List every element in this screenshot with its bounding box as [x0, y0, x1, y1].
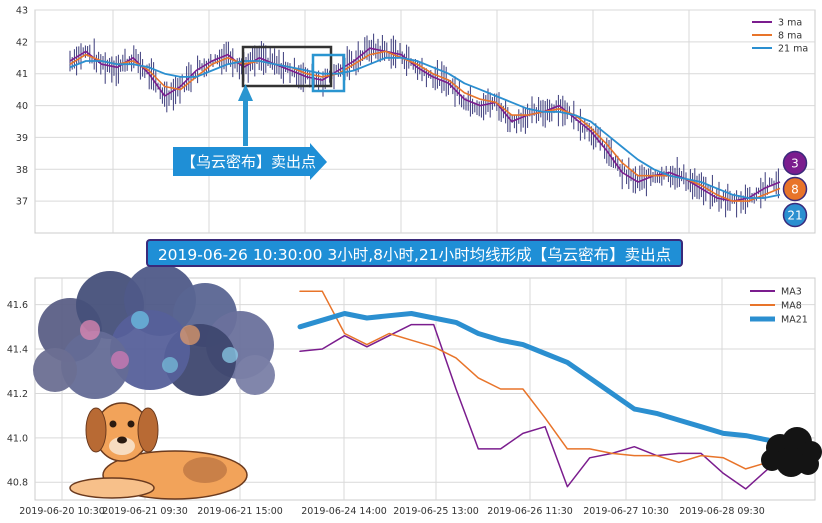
bottom-y-tick-label: 41.4 [7, 345, 28, 356]
signal-banner: 2019-06-26 10:30:00 3小时,8小时,21小时均线形成【乌云密… [146, 239, 683, 267]
bottom-legend-label: MA8 [781, 301, 802, 312]
bottom-x-tick-label: 2019-06-25 13:00 [393, 506, 479, 517]
dog-nose [117, 436, 127, 444]
dog-ear-left [85, 407, 107, 453]
dog-muzzle [109, 437, 135, 455]
bottom-legend-label: MA3 [781, 287, 802, 298]
top-series-line-2 [69, 50, 781, 202]
bottom-x-tick-label: 2019-06-27 10:30 [583, 506, 669, 517]
bottom-x-tick-label: 2019-06-21 09:30 [102, 506, 188, 517]
callout-arrow-label: 【乌云密布】卖出点 [181, 153, 316, 171]
badge-label-3: 3 [791, 157, 799, 171]
cloud-puff [33, 348, 77, 392]
cloud-highlight [180, 325, 200, 345]
top-y-tick-label: 41 [16, 69, 28, 80]
top-y-tick-label: 39 [16, 133, 28, 144]
dog-eye-right [127, 420, 135, 428]
bottom-y-tick-label: 40.8 [7, 478, 28, 489]
top-y-tick-label: 40 [16, 101, 28, 112]
top-y-tick-label: 37 [16, 197, 28, 208]
bottom-y-tick-label: 41.0 [7, 433, 28, 444]
bottom-x-tick-label: 2019-06-21 15:00 [197, 506, 283, 517]
badge-circle-21 [782, 202, 808, 228]
bottom-y-tick-label: 41.2 [7, 389, 28, 400]
up-arrow-shaft [243, 98, 248, 146]
top-series-line-3 [69, 56, 781, 199]
badge-circle-3 [782, 150, 808, 176]
cloud-highlight [111, 351, 129, 369]
top-plot-area [34, 9, 816, 234]
bottom-y-tick-label: 41.6 [7, 300, 28, 311]
bottom-x-tick-label: 2019-06-24 14:00 [301, 506, 387, 517]
top-y-tick-label: 43 [16, 6, 28, 17]
bottom-x-tick-label: 2019-06-20 10:30 [19, 506, 105, 517]
small-dark-cloud [761, 427, 822, 477]
top-legend-label: 8 ma [778, 31, 802, 42]
storm-cloud-illustration [33, 264, 275, 399]
top-y-tick-label: 42 [16, 37, 28, 48]
bottom-series-line-3 [297, 311, 771, 443]
bottom-x-tick-label: 2019-06-26 11:30 [487, 506, 573, 517]
dog-paws [69, 477, 155, 499]
bottom-x-tick-label: 2019-06-28 09:30 [679, 506, 765, 517]
highlight-box-blue [311, 53, 346, 93]
top-legend-label: 3 ma [778, 18, 802, 29]
bottom-series-line-2 [299, 290, 769, 470]
dark-cloud-puff [797, 453, 819, 475]
up-arrow-head [238, 84, 253, 101]
highlight-box-black [241, 45, 333, 88]
cloud-highlight [222, 347, 238, 363]
cloud-highlight [80, 320, 100, 340]
dog-illustration [69, 402, 248, 500]
dog-eye-left [109, 420, 117, 428]
badge-label-8: 8 [791, 183, 799, 197]
top-series-line-1 [69, 47, 781, 202]
cloud-highlight [162, 357, 178, 373]
badge-circle-8 [782, 176, 808, 202]
dog-spot [183, 457, 227, 483]
cloud-puff [61, 331, 129, 399]
cloud-highlight [131, 311, 149, 329]
callout-arrow [173, 143, 327, 180]
top-legend-label: 21 ma [778, 44, 808, 55]
badge-label-21: 21 [787, 209, 802, 223]
cloud-puff [235, 355, 275, 395]
top-y-tick-label: 38 [16, 165, 28, 176]
dog-ear-right [137, 407, 159, 453]
bottom-series-line-1 [299, 323, 769, 490]
bottom-legend-label: MA21 [781, 315, 808, 326]
